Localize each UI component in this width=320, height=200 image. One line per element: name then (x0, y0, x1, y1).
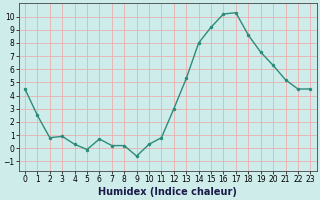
X-axis label: Humidex (Indice chaleur): Humidex (Indice chaleur) (98, 187, 237, 197)
